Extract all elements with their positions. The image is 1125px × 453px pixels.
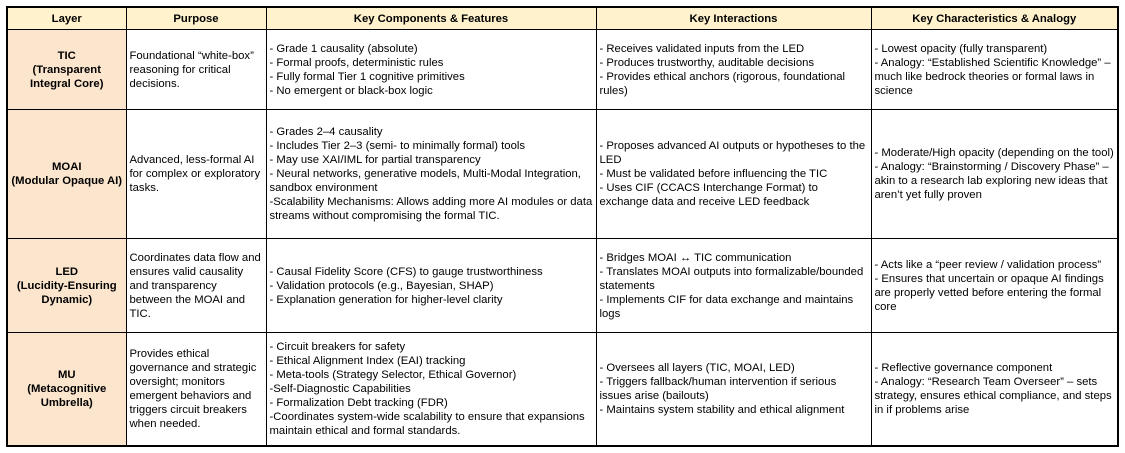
header-cell-layer: Layer (6, 6, 127, 30)
layer-cell-moai: MOAI (Modular Opaque AI) (6, 109, 127, 239)
components-cell-mu: - Circuit breakers for safety - Ethical … (265, 332, 597, 446)
table-row-mu: MU (Metacognitive Umbrella) Provides eth… (6, 332, 1119, 446)
table-row-led: LED (Lucidity-Ensuring Dynamic) Coordina… (6, 238, 1119, 333)
layer-subtitle: (Metacognitive Umbrella) (27, 382, 107, 409)
purpose-cell-led: Coordinates data flow and ensures valid … (125, 238, 267, 333)
components-cell-moai: - Grades 2–4 causality - Includes Tier 2… (265, 109, 597, 239)
layer-name: MOAI (52, 161, 82, 173)
layer-name: TIC (57, 49, 76, 62)
purpose-cell-mu: Provides ethical governance and strategi… (125, 332, 267, 446)
layer-name: MU (57, 368, 76, 381)
header-cell-purpose: Purpose (125, 6, 267, 30)
layer-name: LED (55, 265, 79, 278)
purpose-cell-tic: Foundational “white-box” reasoning for c… (125, 29, 267, 110)
characteristics-cell-led: - Acts like a “peer review / validation … (870, 238, 1119, 333)
characteristics-cell-moai: - Moderate/High opacity (depending on th… (870, 109, 1119, 239)
header-cell-interactions: Key Interactions (595, 6, 872, 30)
table-row-moai: MOAI (Modular Opaque AI) Advanced, less-… (6, 109, 1119, 239)
components-cell-led: - Causal Fidelity Score (CFS) to gauge t… (265, 238, 597, 333)
layer-subtitle: (Lucidity-Ensuring Dynamic) (16, 279, 117, 306)
interactions-cell-led: - Bridges MOAI ↔ TIC communication - Tra… (595, 238, 872, 333)
layers-table: Layer Purpose Key Components & Features … (6, 6, 1119, 447)
layer-subtitle: (Modular Opaque AI) (11, 175, 123, 187)
interactions-cell-tic: - Receives validated inputs from the LED… (595, 29, 872, 110)
characteristics-cell-mu: - Reflective governance component - Anal… (870, 332, 1119, 446)
purpose-cell-moai: Advanced, less-formal AI for complex or … (125, 109, 267, 239)
layer-cell-tic: TIC (Transparent Integral Core) (6, 29, 127, 110)
header-cell-characteristics: Key Characteristics & Analogy (870, 6, 1119, 30)
header-cell-components: Key Components & Features (265, 6, 597, 30)
layer-cell-led: LED (Lucidity-Ensuring Dynamic) (6, 238, 127, 333)
table-row-tic: TIC (Transparent Integral Core) Foundati… (6, 29, 1119, 110)
characteristics-cell-tic: - Lowest opacity (fully transparent) - A… (870, 29, 1119, 110)
layer-cell-mu: MU (Metacognitive Umbrella) (6, 332, 127, 446)
layer-subtitle: (Transparent Integral Core) (30, 63, 104, 90)
components-cell-tic: - Grade 1 causality (absolute) - Formal … (265, 29, 597, 110)
table-header-row: Layer Purpose Key Components & Features … (6, 6, 1119, 30)
interactions-cell-mu: - Oversees all layers (TIC, MOAI, LED) -… (595, 332, 872, 446)
interactions-cell-moai: - Proposes advanced AI outputs or hypoth… (595, 109, 872, 239)
